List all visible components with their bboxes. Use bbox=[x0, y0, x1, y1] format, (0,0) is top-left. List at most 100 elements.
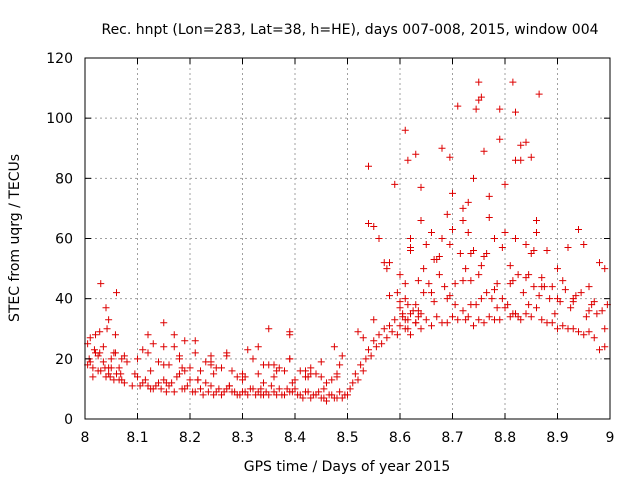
data-point bbox=[99, 343, 107, 351]
data-point bbox=[543, 247, 551, 255]
data-point bbox=[281, 367, 288, 375]
data-point bbox=[533, 304, 540, 312]
chart-title: Rec. hnpt (Lon=283, Lat=38, h=HE), days … bbox=[101, 22, 598, 38]
data-point bbox=[299, 394, 307, 402]
data-point bbox=[162, 379, 170, 387]
data-point bbox=[438, 235, 446, 242]
data-point bbox=[438, 319, 446, 327]
data-point bbox=[559, 277, 567, 285]
data-point bbox=[449, 225, 456, 233]
data-point bbox=[498, 295, 506, 303]
x-axis-label: GPS time / Days of year 2015 bbox=[244, 459, 451, 475]
data-point bbox=[147, 367, 155, 375]
data-point bbox=[330, 394, 338, 402]
data-point bbox=[477, 262, 485, 270]
data-point bbox=[459, 216, 467, 224]
data-point bbox=[231, 388, 239, 396]
data-point bbox=[496, 135, 504, 143]
x-tick-labels: 8 8.1 8.2 8.3 8.4 8.5 8.6 8.7 8.8 8.9 9 bbox=[81, 430, 615, 446]
data-point bbox=[149, 340, 157, 348]
data-point bbox=[86, 334, 94, 342]
data-point bbox=[105, 316, 113, 324]
y-tick-label: 120 bbox=[46, 51, 73, 67]
data-point bbox=[396, 298, 404, 306]
data-point bbox=[191, 349, 199, 357]
data-point bbox=[336, 361, 344, 369]
data-point bbox=[170, 343, 178, 351]
data-point bbox=[383, 265, 391, 273]
data-point bbox=[464, 228, 472, 236]
data-point bbox=[464, 198, 472, 206]
data-point bbox=[120, 379, 128, 387]
data-point bbox=[512, 156, 519, 164]
data-point bbox=[530, 247, 538, 255]
data-point bbox=[590, 334, 598, 342]
data-point bbox=[527, 313, 535, 321]
data-point bbox=[401, 316, 409, 324]
data-point bbox=[559, 322, 567, 330]
data-point bbox=[144, 331, 152, 339]
data-point bbox=[485, 192, 493, 200]
data-point bbox=[202, 379, 210, 387]
data-point bbox=[197, 367, 204, 375]
data-point bbox=[254, 370, 262, 378]
data-point bbox=[401, 126, 409, 134]
data-point bbox=[575, 328, 582, 336]
data-point bbox=[186, 376, 194, 384]
data-point bbox=[417, 216, 425, 224]
data-point bbox=[533, 228, 540, 236]
data-point bbox=[370, 316, 378, 324]
data-point bbox=[401, 280, 409, 288]
data-point bbox=[367, 352, 375, 360]
data-point bbox=[336, 388, 344, 396]
x-tick-label: 8.6 bbox=[389, 430, 411, 446]
data-point bbox=[454, 316, 462, 324]
data-point bbox=[428, 322, 435, 330]
data-point bbox=[107, 355, 115, 363]
data-point bbox=[220, 388, 228, 396]
data-point bbox=[257, 385, 265, 393]
data-point bbox=[354, 376, 362, 384]
data-point bbox=[459, 204, 467, 212]
data-point bbox=[270, 373, 278, 381]
data-point bbox=[527, 153, 535, 161]
data-point bbox=[183, 382, 191, 390]
data-point bbox=[412, 301, 420, 309]
data-point bbox=[189, 388, 197, 396]
data-point bbox=[144, 349, 152, 357]
data-point bbox=[349, 379, 357, 387]
data-point bbox=[249, 355, 257, 363]
data-point bbox=[470, 322, 477, 330]
data-point bbox=[462, 316, 470, 324]
data-point bbox=[383, 334, 391, 342]
data-point bbox=[362, 355, 370, 363]
data-point bbox=[517, 141, 525, 149]
data-point bbox=[357, 361, 365, 369]
y-axis-label: STEC from uqrg / TECUs bbox=[7, 154, 23, 322]
data-point bbox=[417, 183, 425, 191]
data-point bbox=[449, 189, 456, 197]
data-point bbox=[509, 310, 517, 318]
data-point bbox=[338, 352, 346, 360]
data-point bbox=[267, 382, 275, 390]
data-point bbox=[92, 331, 99, 339]
data-point bbox=[459, 307, 467, 315]
data-point bbox=[386, 322, 393, 330]
data-point bbox=[491, 286, 498, 294]
data-point bbox=[522, 138, 530, 146]
data-point bbox=[485, 313, 493, 321]
data-point bbox=[170, 388, 178, 396]
data-point bbox=[554, 295, 561, 303]
data-point bbox=[89, 364, 97, 372]
data-point bbox=[97, 280, 105, 288]
x-tick-label: 8.8 bbox=[494, 430, 516, 446]
data-point bbox=[391, 180, 399, 188]
data-point bbox=[401, 295, 409, 303]
data-point bbox=[294, 391, 302, 399]
data-point bbox=[344, 391, 351, 399]
data-point bbox=[414, 277, 422, 285]
data-point bbox=[530, 283, 538, 291]
data-point bbox=[320, 385, 328, 393]
data-point bbox=[393, 331, 401, 339]
data-point bbox=[598, 307, 606, 315]
